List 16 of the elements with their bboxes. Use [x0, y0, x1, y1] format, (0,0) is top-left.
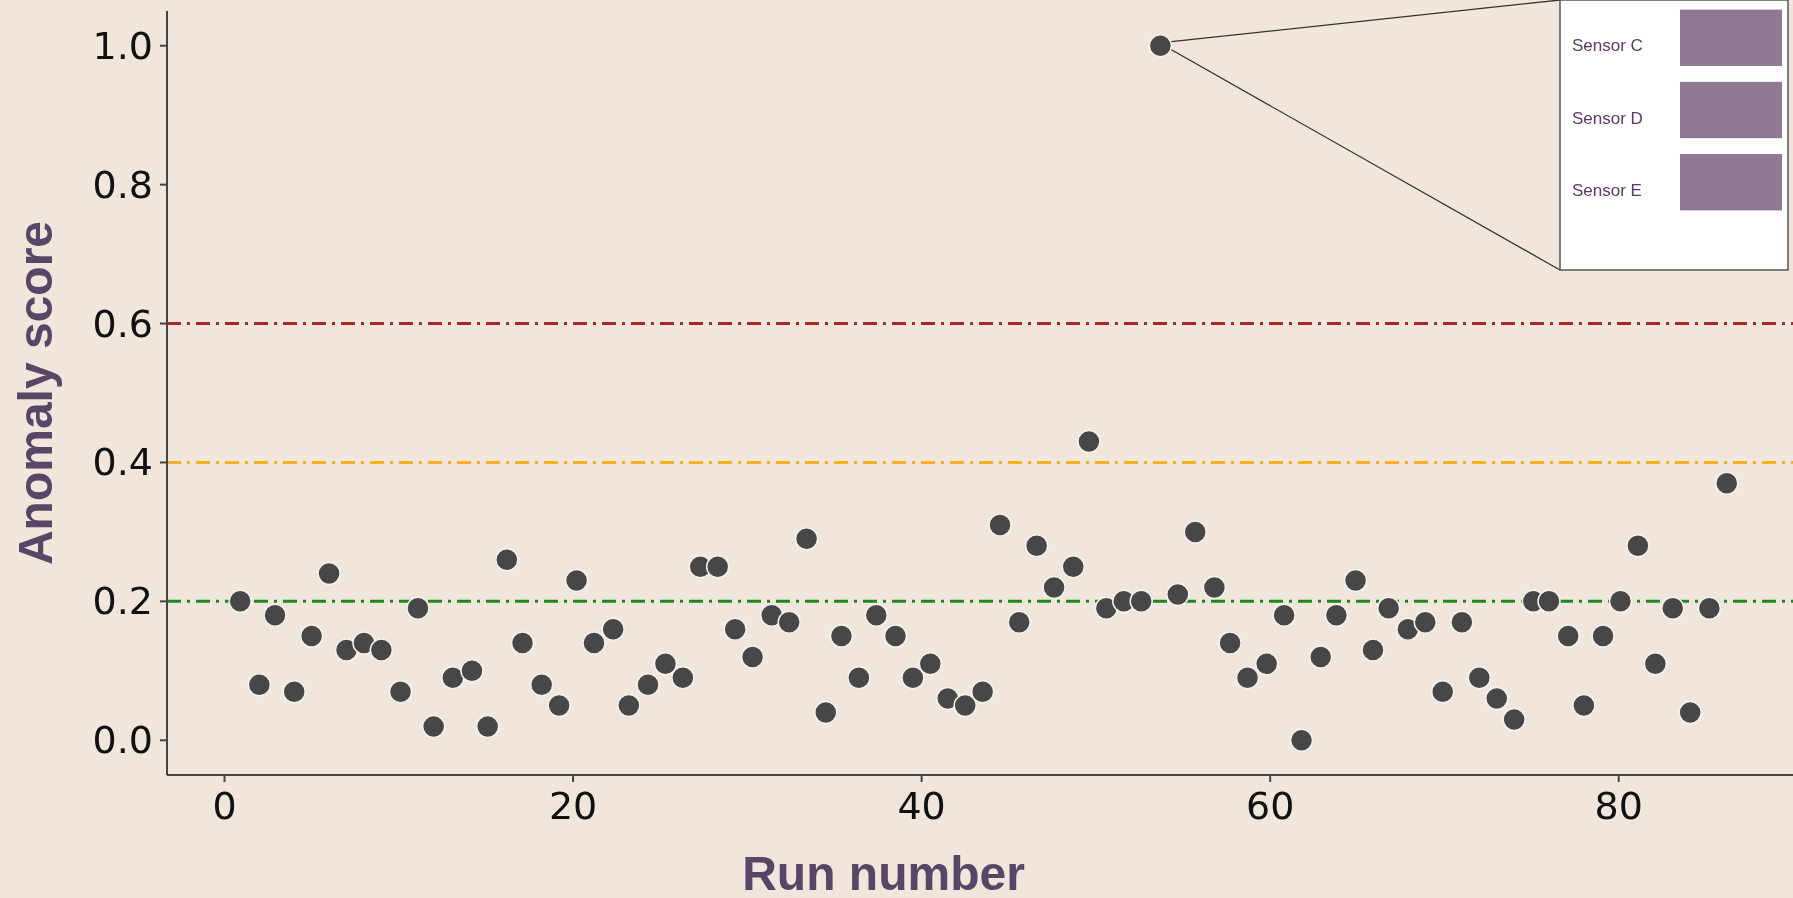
y-tick-label: 1.0 [92, 23, 153, 68]
y-axis-title: Anomaly score [9, 220, 62, 566]
y-tick-label: 0.2 [92, 579, 153, 624]
x-tick-label: 20 [548, 784, 598, 828]
x-tick-label: 0 [212, 784, 237, 828]
x-axis-title: Run number [742, 847, 1025, 898]
y-tick-label: 0.6 [92, 301, 153, 346]
x-tick-label: 80 [1594, 784, 1643, 828]
x-tick-label: 60 [1245, 784, 1295, 828]
x-tick-label: 40 [897, 784, 946, 828]
y-tick-label: Sensor E [1572, 180, 1642, 200]
y-tick-label: Sensor C [1572, 36, 1643, 56]
y-tick-label: Sensor D [1572, 108, 1643, 128]
y-tick-label: 0.8 [92, 162, 153, 207]
y-tick-label: 0.0 [92, 718, 153, 763]
y-tick-label: 0.4 [92, 440, 153, 485]
